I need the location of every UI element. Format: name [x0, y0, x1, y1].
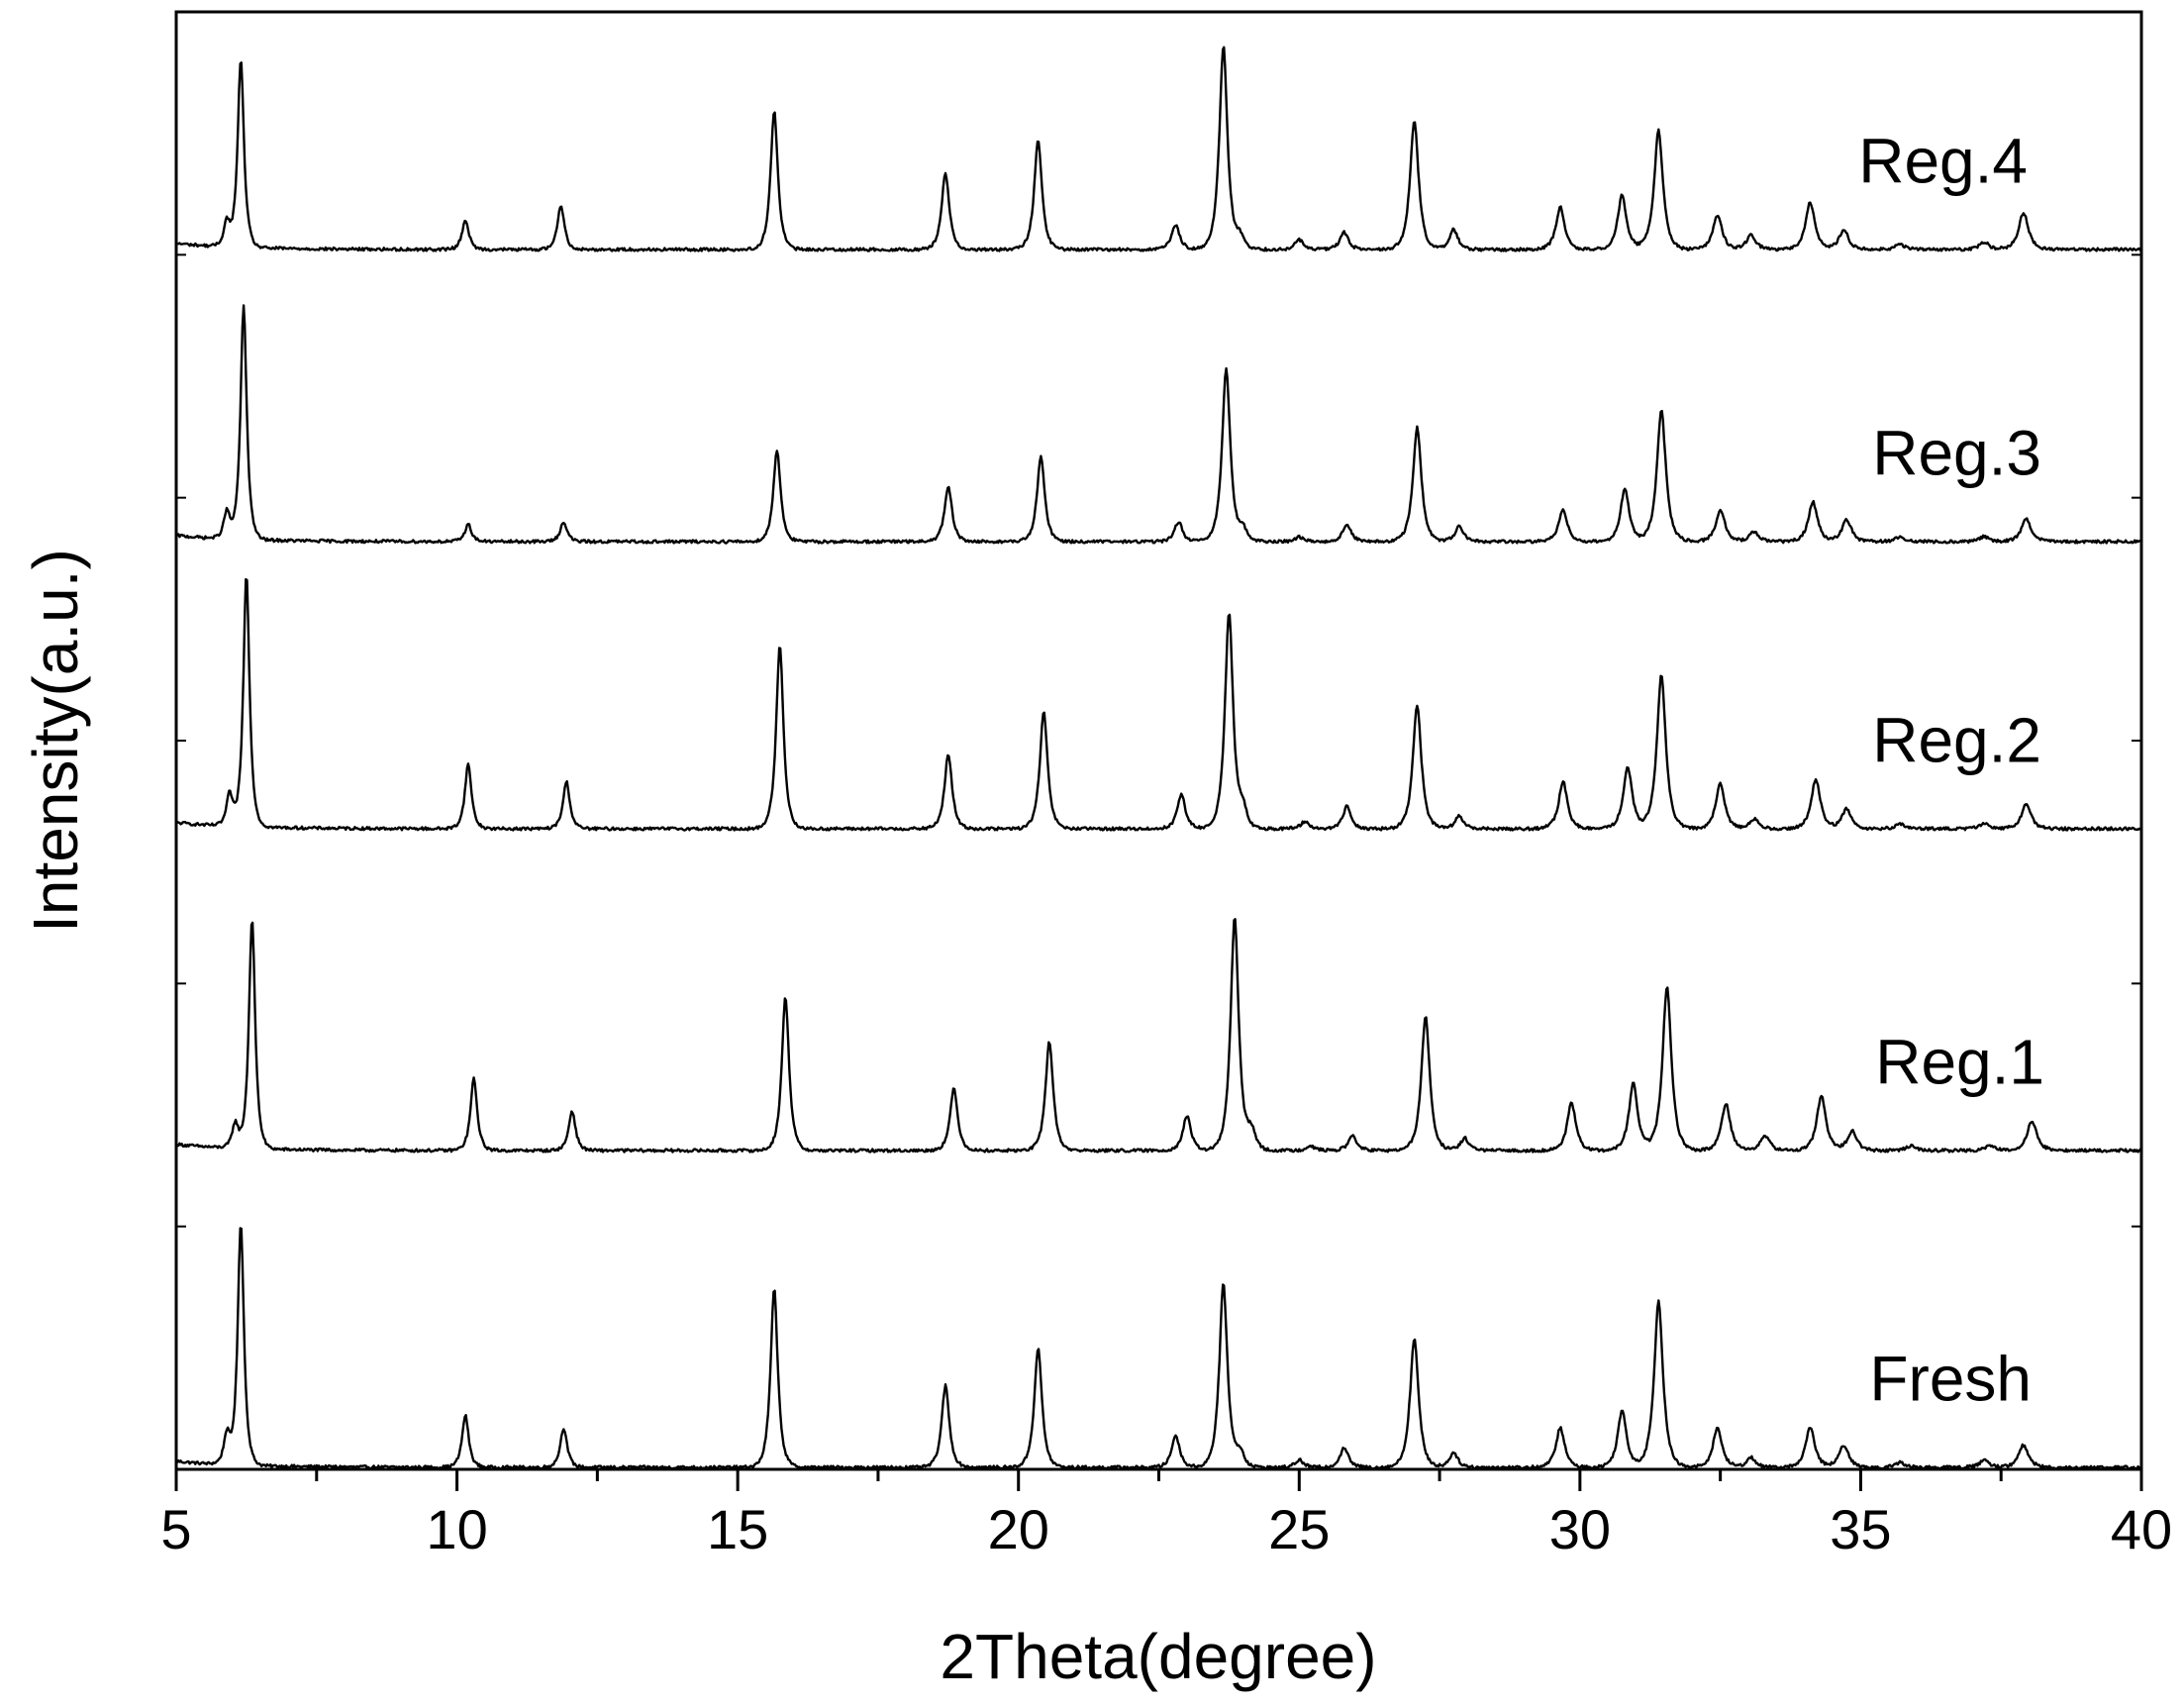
x-axis-ticks — [174, 1469, 2143, 1491]
x-tick-label: 15 — [707, 1498, 768, 1560]
x-tick-label: 10 — [426, 1498, 487, 1560]
trace-reg1 — [174, 918, 2142, 1153]
trace-reg3 — [175, 304, 2142, 545]
x-tick-label: 35 — [1830, 1498, 1891, 1560]
x-tick-label: 5 — [160, 1498, 191, 1560]
x-tick-label: 40 — [2111, 1498, 2172, 1560]
trace-reg4 — [175, 46, 2143, 252]
x-tick-label: 25 — [1268, 1498, 1330, 1560]
x-tick-label: 30 — [1549, 1498, 1611, 1560]
plot-frame — [174, 10, 2143, 1471]
trace-reg2 — [175, 577, 2143, 832]
x-tick-label: 20 — [988, 1498, 1049, 1560]
series-label-reg4: Reg.4 — [1858, 126, 2028, 197]
y-axis-ticks — [176, 11, 2141, 1228]
trace-fresh — [175, 1227, 2142, 1470]
x-axis-tick-labels: 5 10 15 20 25 30 35 40 — [160, 1498, 2172, 1560]
series-labels: Fresh Reg.1 Reg.2 Reg.3 Reg.4 — [1858, 126, 2044, 1415]
y-axis-label: Intensity(a.u.) — [20, 549, 91, 933]
series-label-reg3: Reg.3 — [1872, 418, 2041, 489]
xrd-traces — [174, 46, 2143, 1470]
x-axis-label: 2Theta(degree) — [940, 1621, 1376, 1692]
series-label-reg2: Reg.2 — [1872, 705, 2041, 776]
series-label-reg1: Reg.1 — [1875, 1027, 2044, 1098]
series-label-fresh: Fresh — [1869, 1344, 2032, 1415]
